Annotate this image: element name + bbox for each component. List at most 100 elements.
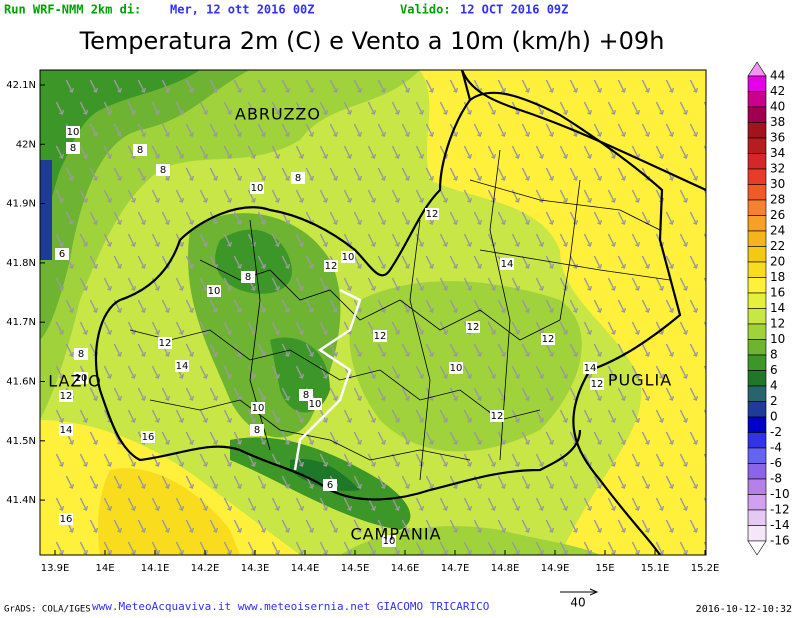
contour-label: 8 — [137, 145, 143, 156]
wind-arrow — [689, 255, 699, 269]
wind-arrow — [401, 167, 411, 181]
border — [409, 219, 431, 481]
colorbar-label: 22 — [770, 239, 785, 253]
wind-arrow — [223, 453, 233, 467]
wind-arrow — [271, 541, 281, 555]
wind-arrow — [137, 343, 147, 357]
contour-label-bg — [466, 321, 480, 333]
contour-label-bg — [373, 330, 387, 342]
wind-arrow — [199, 189, 209, 203]
wind-arrow — [89, 79, 99, 93]
wind-arrow — [271, 321, 281, 335]
wind-arrow — [103, 365, 113, 379]
lat-tick-label: 42.1N — [6, 80, 36, 91]
wind-arrow — [425, 475, 435, 489]
wind-arrow — [714, 124, 721, 136]
wind-arrow — [401, 519, 411, 533]
colorbar-label: 20 — [770, 255, 785, 269]
colorbar-swatch — [747, 137, 767, 154]
lat-tick-label: 41.5N — [6, 436, 36, 447]
wind-arrow — [65, 299, 75, 313]
wind-arrow — [559, 365, 569, 379]
wind-arrow — [449, 211, 459, 225]
colorbar-swatch — [747, 463, 767, 480]
wind-arrow — [714, 432, 721, 444]
wind-arrow — [185, 255, 195, 269]
wind-arrow — [689, 343, 699, 357]
wind-arrow — [559, 541, 569, 555]
wind-arrow — [161, 123, 171, 137]
lon-tick-label: 14.9E — [541, 563, 570, 574]
wind-arrow — [401, 211, 411, 225]
colorbar-swatch — [747, 401, 767, 418]
wind-arrow — [631, 233, 641, 247]
title: Temperatura 2m (C) e Vento a 10m (km/h) … — [79, 27, 665, 55]
lon-tick-label: 15.2E — [691, 563, 720, 574]
wind-arrow — [319, 277, 329, 291]
wind-arrow — [631, 321, 641, 335]
contour-label-bg — [324, 260, 338, 272]
wind-arrow — [521, 387, 531, 401]
wind-arrow — [55, 189, 65, 203]
wind-arrow — [391, 497, 401, 511]
wind-arrow — [583, 497, 593, 511]
colorbar-label: -2 — [770, 425, 782, 439]
wind-arrow — [295, 233, 305, 247]
wind-arrow — [665, 475, 675, 489]
contour-label-bg — [541, 333, 555, 345]
wind-arrow — [559, 321, 569, 335]
wind-arrow — [353, 387, 363, 401]
colorbar-label: -14 — [770, 518, 790, 532]
wind-arrow — [449, 475, 459, 489]
wind-arrow — [319, 497, 329, 511]
contour-label: 8 — [303, 390, 309, 401]
wind-arrow — [247, 453, 257, 467]
wind-arrow — [233, 211, 243, 225]
wind-arrow — [55, 233, 65, 247]
wind-arrow — [137, 299, 147, 313]
wind-arrow — [151, 233, 161, 247]
wind-arrow — [377, 343, 387, 357]
wind-arrow — [89, 387, 99, 401]
wind-arrow — [367, 277, 377, 291]
wind-arrow — [271, 277, 281, 291]
colorbar-label: 28 — [770, 193, 785, 207]
field-colder — [40, 70, 200, 250]
wind-arrow — [521, 343, 531, 357]
wind-arrow — [151, 189, 161, 203]
wind-arrow — [113, 211, 123, 225]
wind-arrow — [295, 145, 305, 159]
wind-arrow — [569, 343, 579, 357]
wind-arrow — [569, 519, 579, 533]
wind-arrow — [487, 497, 497, 511]
wind-arrow — [391, 233, 401, 247]
colorbar-label: -4 — [770, 441, 782, 455]
wind-arrow — [593, 123, 603, 137]
wind-arrow — [161, 475, 171, 489]
wind-arrow — [79, 321, 89, 335]
wind-arrow — [415, 277, 425, 291]
field-coldest — [40, 160, 52, 260]
contour-label-bg — [250, 182, 264, 194]
region-borders — [94, 70, 706, 555]
wind-arrow — [583, 321, 593, 335]
wind-arrow — [473, 343, 483, 357]
wind-arrow — [161, 387, 171, 401]
border — [179, 70, 472, 277]
colorbar-swatch — [747, 370, 767, 387]
wind-arrow — [607, 497, 617, 511]
contour-label: 12 — [591, 379, 604, 390]
colorbar-swatch — [747, 354, 767, 371]
wind-arrow — [401, 387, 411, 401]
wind-arrow — [617, 211, 627, 225]
wind-arrow — [103, 101, 113, 115]
wind-arrow — [137, 387, 147, 401]
wind-arrow — [631, 189, 641, 203]
wind-arrow — [319, 541, 329, 555]
wind-arrow — [569, 475, 579, 489]
wind-arrow — [295, 189, 305, 203]
wind-arrow — [535, 497, 545, 511]
wind-arrow — [209, 431, 219, 445]
colorbar-swatch — [747, 277, 767, 294]
wind-arrow — [127, 277, 137, 291]
